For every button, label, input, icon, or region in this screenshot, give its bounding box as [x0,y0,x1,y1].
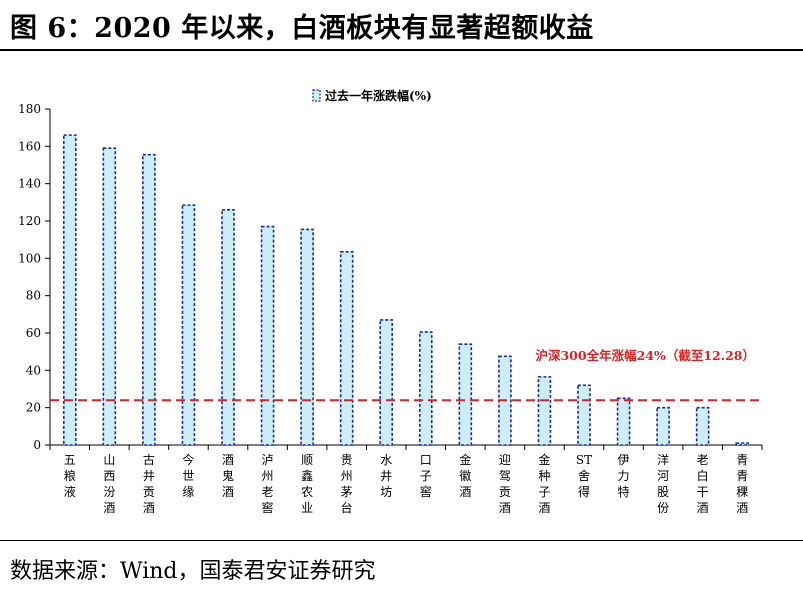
x-tick-label: 泸州老窖 [262,453,274,515]
bar-7 [300,228,314,446]
bar-1 [62,134,77,446]
bars [62,134,750,446]
x-tick-label: 金徽酒 [459,452,471,499]
y-tick-label: 100 [18,251,41,265]
bar-15 [616,397,631,446]
y-tick-label: 120 [18,214,41,228]
x-tick-label: 酒鬼酒 [222,453,234,499]
x-tick-label: 贵州茅台 [341,453,353,515]
legend-label: 过去一年涨跌幅(%) [325,88,432,103]
x-tick-label: 伊力特 [618,453,630,499]
bar-8 [339,251,354,446]
bar-3 [142,153,156,446]
bar-9 [379,319,394,446]
x-tick-label: 青青稞酒 [736,453,748,515]
reference-line-label: 沪深300全年涨幅24%（截至12.28） [535,348,755,363]
bar-chart: 过去一年涨跌幅(%) 0 20 40 60 80 100 120 140 160 180 沪深30… [18,88,763,515]
source-rule [0,540,803,541]
y-axis: 0 20 40 60 80 100 120 140 160 180 [18,102,51,452]
reference-line-group: 沪深300全年涨幅24%（截至12.28） [50,348,762,402]
title-rule [0,49,803,51]
y-tick-label: 60 [26,326,41,340]
x-tick-label: 迎驾贡酒 [499,453,511,515]
y-tick-label: 20 [26,401,41,415]
bar-13 [537,376,552,446]
y-tick-label: 140 [18,177,41,191]
x-tick-label: 水井坊 [380,453,392,499]
bar-17 [695,406,710,446]
x-tick-label: 今世缘 [182,452,194,499]
x-tick-label: 古井贡酒 [143,452,155,515]
source-note: 数据来源：Wind，国泰君安证券研究 [10,559,376,584]
y-tick-label: 40 [26,363,41,377]
x-tick-label: 洋河股份 [657,452,669,515]
chart-legend: 过去一年涨跌幅(%) [312,88,432,103]
x-tick-label: 口子窖 [420,453,432,499]
legend-swatch [312,89,321,102]
x-tick-label: 顺鑫农业 [301,453,313,515]
bar-6 [260,225,275,446]
figure-title: 图 6：2020 年以来，白酒板块有显著超额收益 [10,13,594,44]
bar-2 [102,147,117,446]
x-tick-label: 五粮液 [64,453,76,499]
x-axis [49,444,763,450]
x-tick-label: 金种子酒 [538,452,550,515]
y-tick-label: 0 [33,438,41,452]
bar-14 [577,384,591,446]
x-tick-label: ST 舍得 [576,453,592,499]
x-tick-labels: 五粮液 山西汾酒 古井贡酒 今世缘 酒鬼酒 泸州老窖 顺鑫农业 贵州茅台 水井坊 口子窖 金徽酒 迎驾… [64,452,748,515]
x-tick-label: 山西汾酒 [103,453,115,515]
bar-5 [221,209,235,446]
y-tick-label: 160 [18,139,41,153]
x-tick-label: 老白干酒 [697,453,709,515]
bar-10 [418,331,433,446]
y-tick-label: 180 [18,102,41,116]
bar-11 [458,343,473,446]
bar-16 [656,406,670,446]
bar-18 [735,442,750,446]
bar-4 [181,204,196,446]
y-tick-label: 80 [26,289,41,303]
